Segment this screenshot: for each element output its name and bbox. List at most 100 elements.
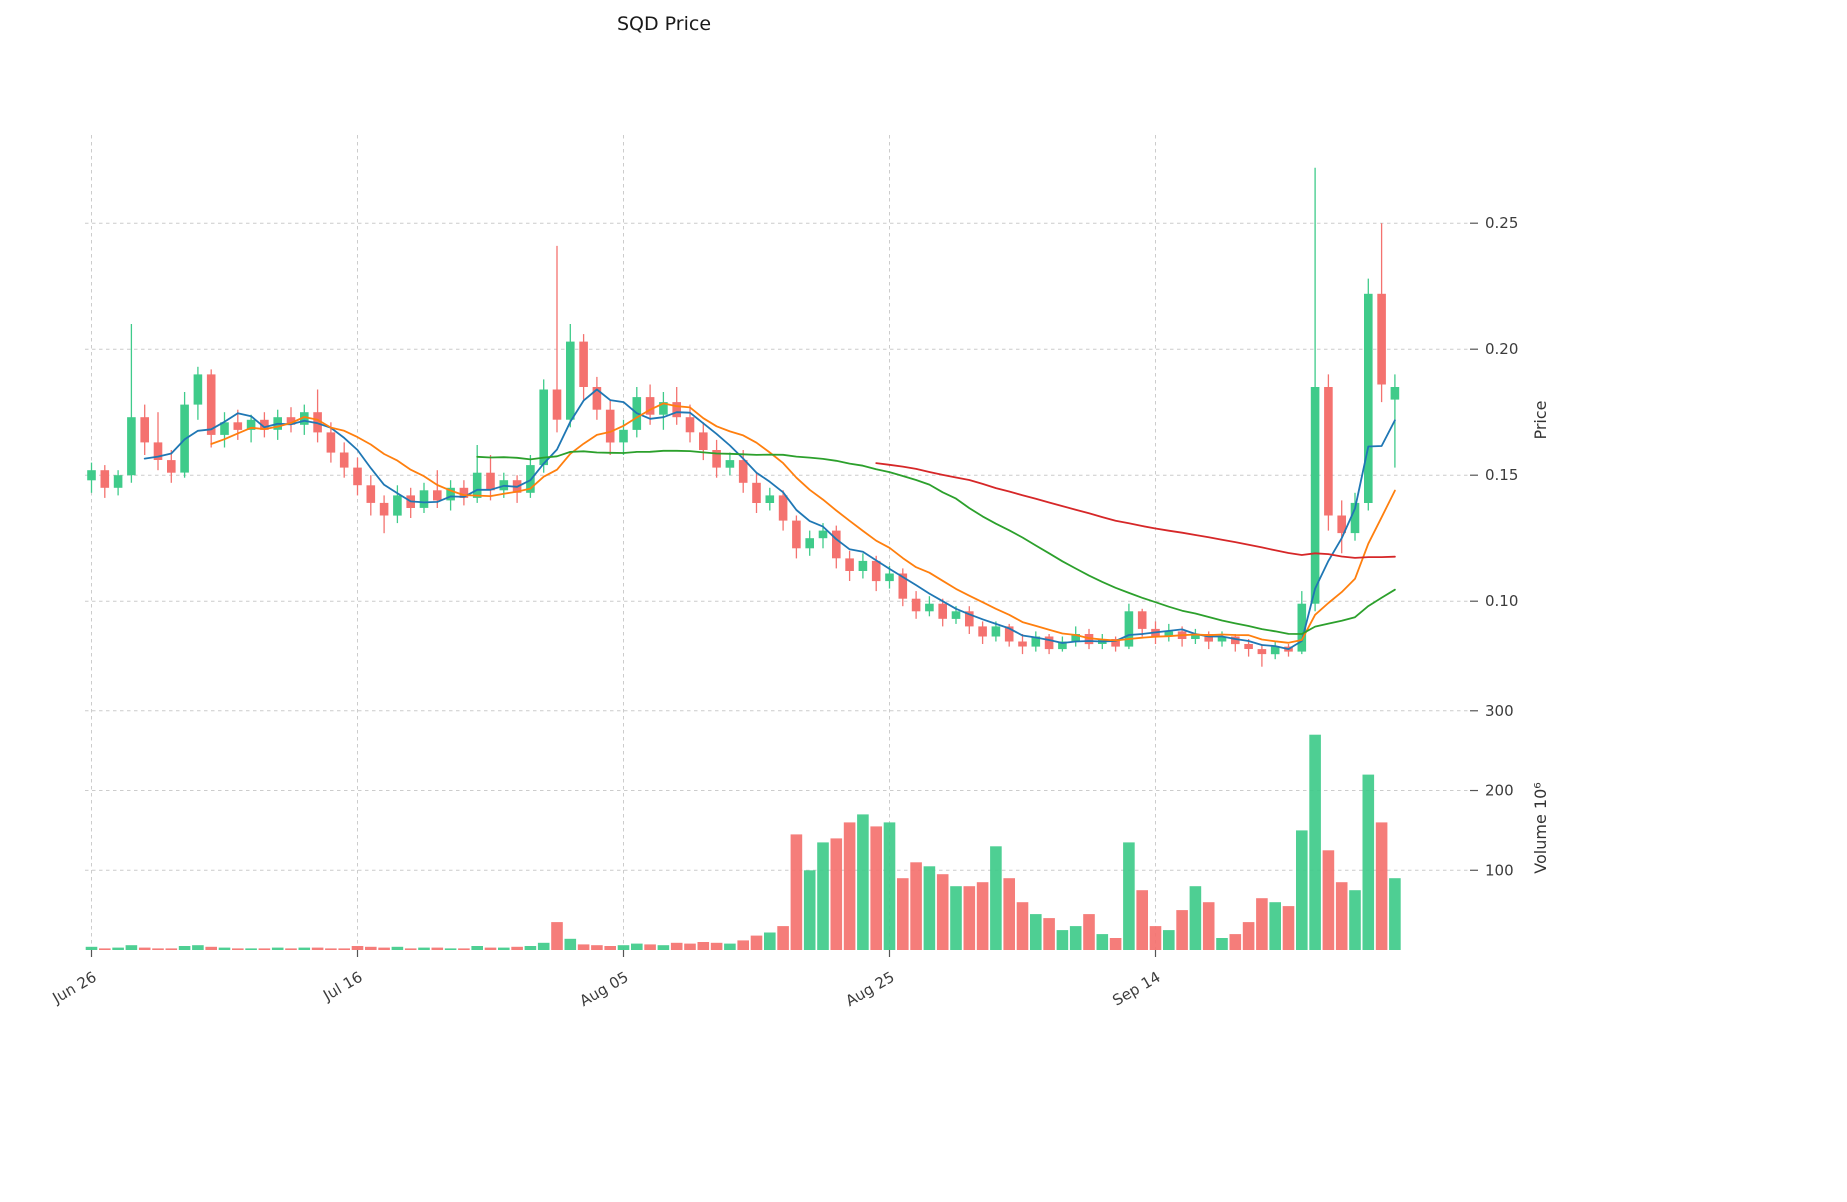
candle-body bbox=[1297, 603, 1307, 652]
candle-body bbox=[925, 603, 934, 612]
volume-bar bbox=[1003, 878, 1015, 950]
candle-body bbox=[486, 472, 495, 491]
candle-body bbox=[1044, 636, 1054, 650]
candle-body bbox=[712, 450, 721, 468]
volume-bar bbox=[577, 944, 590, 950]
volume-bar bbox=[551, 922, 563, 950]
volume-bar bbox=[1322, 850, 1335, 950]
candle-body bbox=[140, 417, 149, 443]
volume-bar bbox=[684, 943, 696, 950]
candle-body bbox=[1324, 387, 1333, 516]
volume-bar bbox=[1149, 926, 1162, 950]
candle-body bbox=[246, 419, 256, 430]
volume-bar bbox=[1083, 914, 1095, 950]
chart-title: SQD Price bbox=[617, 13, 711, 35]
volume-bar bbox=[1043, 918, 1055, 950]
volume-bar bbox=[631, 943, 643, 950]
ma-line-5 bbox=[143, 388, 1396, 650]
volume-bar bbox=[990, 846, 1002, 950]
candle-body bbox=[1204, 634, 1213, 642]
volume-bar bbox=[431, 947, 444, 950]
volume-bar bbox=[258, 948, 271, 950]
candles bbox=[87, 167, 1400, 667]
volume-bar bbox=[245, 948, 257, 950]
volume-bar bbox=[165, 948, 178, 950]
candle-body bbox=[300, 412, 309, 425]
volume-bar bbox=[285, 948, 297, 950]
volume-bar bbox=[192, 945, 204, 950]
candle-body bbox=[605, 409, 615, 443]
candle-body bbox=[1031, 636, 1041, 647]
candle-body bbox=[113, 475, 123, 488]
price-tick-label: 0.25 bbox=[1485, 214, 1518, 232]
volume-bar bbox=[724, 943, 736, 950]
volume-bar bbox=[591, 945, 603, 950]
volume-bar bbox=[1375, 822, 1388, 950]
volume-bar bbox=[311, 947, 324, 950]
volume-bar bbox=[697, 942, 710, 950]
volume-bar bbox=[1016, 902, 1029, 950]
candle-body bbox=[1270, 646, 1280, 655]
volume-bar bbox=[524, 946, 537, 950]
volume-bar bbox=[1269, 902, 1281, 950]
volume-bar bbox=[897, 878, 909, 950]
volume-bar bbox=[1256, 898, 1268, 950]
volume-bar bbox=[1189, 886, 1202, 950]
candle-body bbox=[1217, 636, 1227, 642]
candle-body bbox=[592, 387, 602, 410]
candle-body bbox=[845, 558, 854, 571]
candle-body bbox=[1018, 641, 1027, 647]
volume-bar bbox=[1096, 934, 1109, 950]
volume-bar bbox=[803, 870, 816, 950]
candle-body bbox=[193, 374, 203, 405]
candle-body bbox=[366, 485, 376, 503]
volume-bar bbox=[511, 946, 523, 950]
volume-bar bbox=[764, 932, 776, 950]
gridlines bbox=[85, 135, 1468, 950]
date-tick-label: Sep 14 bbox=[1109, 968, 1163, 1010]
volume-bar bbox=[1030, 914, 1042, 950]
volume-tick-label: 100 bbox=[1485, 861, 1514, 879]
volume-bar bbox=[910, 862, 922, 950]
volume-bar bbox=[418, 947, 430, 950]
candle-body bbox=[1364, 293, 1373, 503]
candle-body bbox=[286, 417, 296, 425]
volume-bar bbox=[1056, 930, 1069, 950]
volume-axis-label: Volume 10⁶ bbox=[1531, 782, 1550, 873]
volume-bar bbox=[617, 945, 630, 950]
volume-bar bbox=[1389, 878, 1401, 950]
volume-bar bbox=[1136, 890, 1148, 950]
volume-bar bbox=[830, 838, 843, 950]
candle-body bbox=[1071, 634, 1080, 642]
volume-bar bbox=[644, 944, 656, 950]
volume-bar bbox=[271, 947, 284, 950]
volume-tick-label: 200 bbox=[1485, 782, 1514, 800]
candle-body bbox=[1004, 626, 1014, 642]
candle-body bbox=[552, 389, 562, 420]
candle-body bbox=[1244, 644, 1253, 649]
ma-line-60 bbox=[875, 462, 1396, 559]
volume-bar bbox=[963, 886, 976, 950]
candle-body bbox=[1377, 293, 1386, 385]
candle-body bbox=[725, 460, 735, 468]
volume-bar bbox=[976, 882, 989, 950]
candle-body bbox=[100, 470, 110, 488]
candle-body bbox=[752, 482, 761, 503]
candle-body bbox=[326, 432, 336, 453]
candle-body bbox=[885, 573, 894, 582]
volume-bar bbox=[670, 942, 683, 950]
volume-bar bbox=[843, 822, 856, 950]
volume-bar bbox=[365, 946, 377, 950]
candle-body bbox=[951, 611, 961, 619]
volume-bar bbox=[232, 948, 244, 950]
candle-body bbox=[1164, 631, 1174, 637]
volume-bar bbox=[1216, 938, 1228, 950]
candle-body bbox=[393, 495, 402, 516]
date-tick-label: Jun 26 bbox=[49, 968, 100, 1008]
volume-tick-label: 300 bbox=[1485, 702, 1514, 720]
candle-body bbox=[619, 429, 628, 443]
candle-body bbox=[87, 470, 96, 481]
candle-body bbox=[419, 490, 429, 508]
candle-body bbox=[206, 374, 216, 435]
candle-body bbox=[167, 460, 176, 473]
